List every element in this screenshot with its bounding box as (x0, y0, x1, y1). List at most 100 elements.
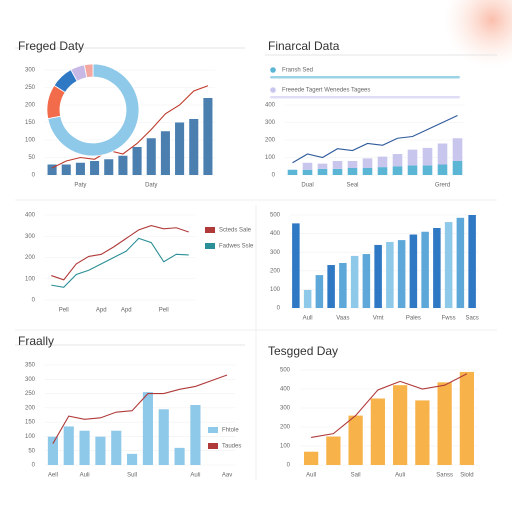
y-tick-label: 300 (25, 377, 36, 383)
x-tick-label: Aav (222, 473, 232, 479)
bar (374, 244, 382, 308)
chart-title: Finarcal Data (268, 39, 340, 53)
legend-label: Fransh Sed (282, 68, 313, 74)
bar (452, 138, 463, 161)
x-tick-label: Sail (351, 473, 361, 479)
bar (437, 382, 452, 465)
y-tick-label: 300 (25, 234, 36, 240)
legend-label: Fhtole (222, 428, 239, 434)
x-tick-label: Auli (395, 473, 405, 479)
y-tick-label: 0 (277, 306, 281, 312)
x-tick-label: Siold (460, 473, 473, 479)
bar (47, 436, 58, 465)
bar (422, 165, 433, 175)
bar (437, 164, 448, 175)
line (51, 85, 209, 169)
bar (61, 164, 71, 175)
bar (437, 143, 448, 165)
bar (409, 234, 418, 308)
x-tick-label: Paty (74, 183, 86, 189)
y-tick-label: 150 (25, 120, 36, 126)
bar (158, 409, 169, 465)
bar (386, 241, 394, 308)
bar (407, 165, 418, 175)
x-tick-label: Sanss (436, 473, 453, 479)
bar (47, 164, 57, 175)
bar (132, 147, 142, 175)
bar (422, 147, 433, 166)
bar (347, 161, 358, 168)
x-tick-label: Seal (346, 183, 358, 189)
bar (302, 162, 313, 170)
y-tick-label: 250 (25, 391, 36, 397)
x-tick-label: Apd (96, 308, 107, 314)
legend-swatch (270, 67, 276, 73)
bar (362, 254, 371, 308)
y-tick-label: 300 (265, 120, 276, 126)
bar (63, 426, 74, 465)
x-tick-label: Pell (59, 308, 69, 314)
line (51, 237, 189, 288)
y-tick-label: 0 (272, 173, 276, 179)
y-tick-label: 50 (28, 155, 35, 161)
y-tick-label: 100 (25, 434, 36, 440)
bar (326, 436, 341, 465)
y-tick-label: 200 (270, 268, 281, 274)
y-tick-label: 300 (280, 406, 291, 412)
bar (304, 451, 319, 465)
bar (444, 222, 453, 308)
chart-title: Fraally (18, 334, 54, 348)
bar (362, 168, 373, 175)
y-tick-label: 500 (270, 213, 281, 219)
y-tick-label: 0 (287, 463, 291, 469)
y-tick-label: 400 (25, 213, 36, 219)
bar (456, 217, 465, 308)
legend-swatch (270, 87, 276, 93)
bar (370, 398, 385, 465)
y-tick-label: 100 (265, 155, 276, 161)
bar (433, 228, 441, 308)
legend-label: Scteds Sale (219, 228, 252, 234)
y-tick-label: 100 (280, 444, 291, 450)
bar (348, 415, 363, 465)
bar (421, 231, 429, 308)
bar (347, 168, 358, 175)
y-tick-label: 500 (280, 368, 291, 374)
x-tick-label: Aull (303, 316, 313, 322)
bar (111, 430, 122, 465)
line (292, 115, 458, 164)
legend-swatch (208, 443, 218, 449)
x-tick-label: Fwss (442, 316, 456, 322)
x-tick-label: Dual (301, 183, 313, 189)
bar (75, 162, 85, 175)
x-tick-label: Sacs (465, 316, 478, 322)
bar (459, 371, 474, 465)
y-tick-label: 250 (25, 85, 36, 91)
x-tick-label: Aell (48, 473, 58, 479)
bar (189, 119, 199, 175)
y-tick-label: 200 (265, 138, 276, 144)
y-tick-label: 400 (265, 103, 276, 109)
bar (317, 163, 328, 169)
legend-swatch (205, 227, 215, 233)
y-tick-label: 100 (25, 276, 36, 282)
y-tick-label: 50 (28, 448, 35, 454)
bar (392, 166, 403, 175)
bar (127, 453, 138, 465)
line (311, 373, 468, 438)
decor-blob (444, 0, 512, 68)
bar (142, 392, 153, 465)
bar (175, 122, 185, 175)
bar (118, 155, 128, 175)
bar (362, 158, 373, 168)
bar (90, 161, 100, 175)
bar (393, 385, 408, 465)
bar (377, 156, 388, 168)
bar (292, 223, 300, 308)
bar (174, 447, 185, 465)
bar (160, 131, 170, 175)
line (52, 374, 228, 444)
chart-title: Tesgged Day (268, 344, 338, 358)
y-tick-label: 350 (25, 363, 36, 369)
